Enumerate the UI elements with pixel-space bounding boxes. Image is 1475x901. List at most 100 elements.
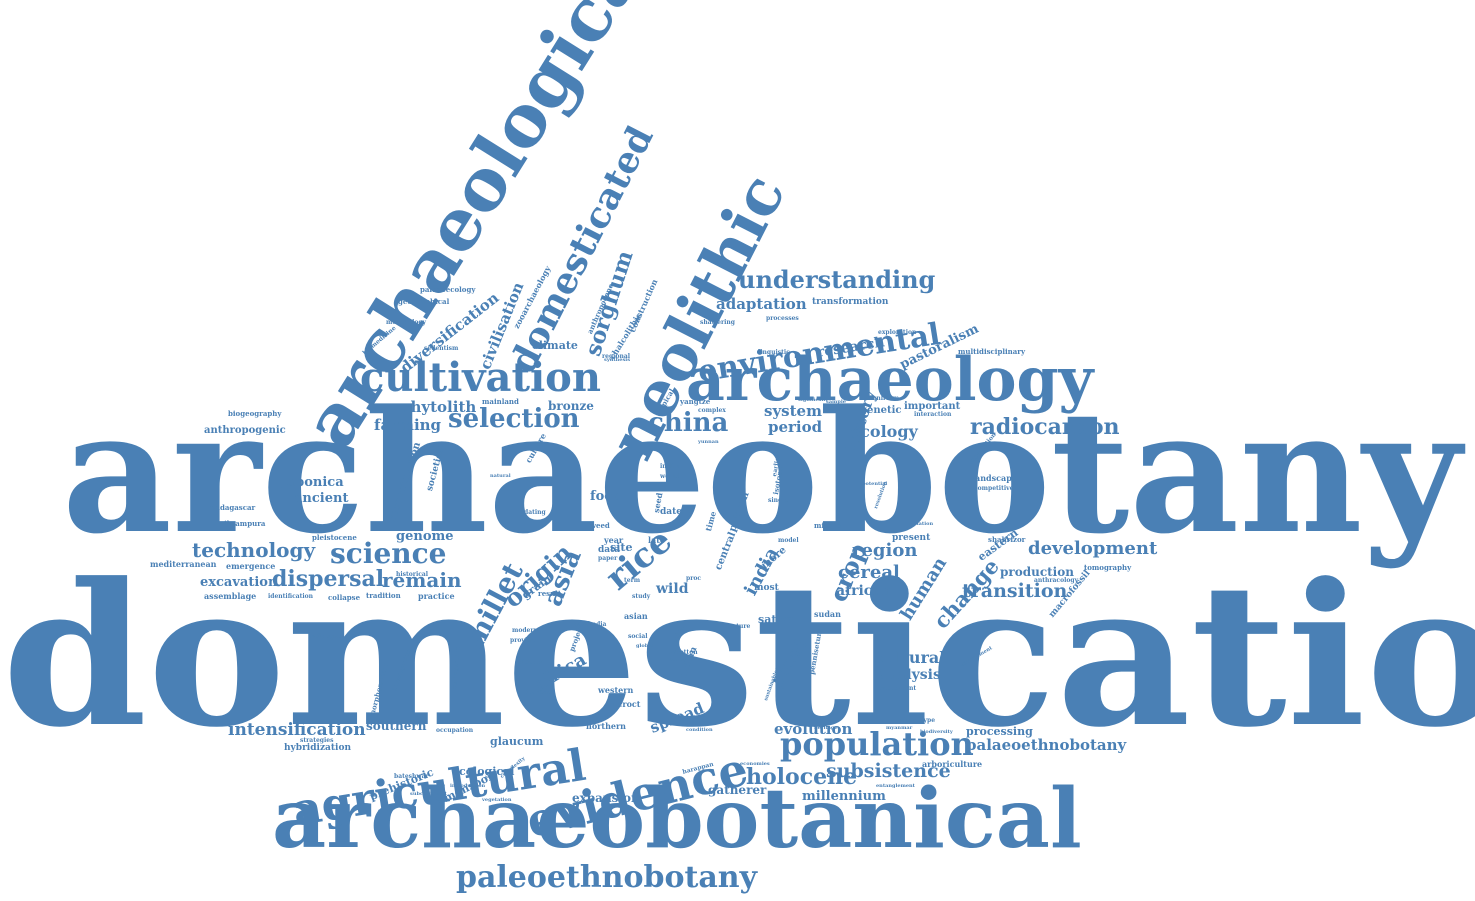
word[interactable]: pressure [424,443,459,452]
word[interactable]: arboriculture [922,759,983,769]
word[interactable]: transition [962,580,1068,602]
word[interactable]: triticum [516,659,544,666]
word[interactable]: subsistence [826,760,951,782]
word[interactable]: cotton [676,649,698,656]
word[interactable]: term [624,577,641,584]
word[interactable]: wild [656,581,689,597]
word[interactable]: complex [698,407,726,414]
word[interactable]: global [636,643,654,649]
word[interactable]: processes [766,315,799,322]
word[interactable]: weed [590,521,610,530]
word[interactable]: provide [510,637,536,644]
word[interactable]: african [836,583,892,599]
word[interactable]: occupation [436,727,474,734]
word[interactable]: bateshwar [394,773,429,780]
word[interactable]: cereal [838,562,900,583]
word[interactable]: western [598,685,634,695]
word[interactable]: shattering [700,319,735,326]
word[interactable]: palaeoethnobotany [966,736,1127,754]
word[interactable]: population [780,725,974,763]
word[interactable]: morphology [386,319,427,326]
word[interactable]: regional [602,353,630,360]
word[interactable]: anthracology [1034,577,1079,584]
word[interactable]: year [604,535,624,545]
word[interactable]: assemblage [204,591,257,601]
word[interactable]: technology [192,538,316,562]
word[interactable]: gatherer [708,783,767,797]
word[interactable]: condition [686,727,713,733]
word[interactable]: proc [686,575,702,582]
word[interactable]: radiocarbon [970,414,1120,440]
word[interactable]: subcontinent [410,791,447,797]
word[interactable]: southern [366,719,427,733]
word[interactable]: sativa [758,613,795,626]
word[interactable]: phytolith [400,398,477,416]
word[interactable]: significant [798,397,828,403]
word[interactable]: archaeobotanical [272,771,1082,867]
word[interactable]: settlement [880,685,917,692]
word[interactable]: uniform [872,395,900,402]
word[interactable]: landscape [972,473,1017,483]
word[interactable]: yangtze [680,397,711,406]
word[interactable]: indica [660,463,681,470]
word[interactable]: most [754,583,779,593]
word[interactable]: ecology [850,422,918,441]
word[interactable]: understanding [738,265,936,294]
word[interactable]: pleistocene [312,533,357,542]
word[interactable]: cambodia [574,621,607,628]
word[interactable]: data [598,545,621,555]
word[interactable]: archaeobotany [62,373,1462,571]
word[interactable]: single [768,497,789,504]
word[interactable]: transformation [812,297,889,307]
word[interactable]: asian [624,611,648,621]
word[interactable]: practice [418,591,455,601]
word[interactable]: mediterranean [150,559,217,569]
word[interactable]: social [628,633,648,640]
word[interactable]: remain [382,568,462,592]
word[interactable]: cultural [874,648,946,667]
word[interactable]: model [778,537,799,544]
word[interactable]: sedentism [424,345,459,352]
word[interactable]: cultivation [360,354,601,401]
word[interactable]: expansion [572,791,640,805]
word[interactable]: study [632,593,651,600]
word[interactable]: rafipogon [310,633,343,640]
word[interactable]: anthropogenic [204,425,286,436]
word[interactable]: exploration [878,329,917,336]
word[interactable]: site [610,541,633,554]
word[interactable]: development [1028,538,1158,559]
word[interactable]: sample [826,399,846,405]
word[interactable]: increase [526,689,555,696]
word[interactable]: climate [532,339,578,352]
word[interactable]: strategies [300,737,334,744]
word[interactable]: dating [524,509,546,516]
word[interactable]: natural [490,473,511,479]
word[interactable]: ancient [294,491,349,506]
word[interactable]: present [892,533,931,543]
word[interactable]: island [670,657,687,663]
word[interactable]: myanmar [886,725,913,731]
word[interactable]: northern [586,721,626,731]
word[interactable]: world [660,473,679,480]
word[interactable]: glaucum [490,735,544,748]
word[interactable]: variation [908,521,934,527]
word[interactable]: different [876,623,901,629]
word[interactable]: vegetation [482,797,512,803]
word[interactable]: biogeography [228,409,282,418]
word[interactable]: analysis [878,667,941,683]
word[interactable]: bronze [548,399,594,413]
word[interactable]: competitive [974,485,1014,492]
word[interactable]: production [1000,565,1074,579]
word[interactable]: domestication [2,541,1475,771]
word[interactable]: genetic [860,405,902,416]
word[interactable]: modern [512,627,538,634]
word[interactable]: entanglement [876,783,915,789]
word[interactable]: china [648,408,729,438]
word[interactable]: synthesis [604,357,631,363]
word[interactable]: microct [606,699,641,709]
word[interactable]: japonica [282,475,344,490]
word[interactable]: result [538,589,562,598]
word[interactable]: palaeoecology [420,285,476,294]
word[interactable]: hybridization [284,743,352,753]
word[interactable]: late [648,535,666,545]
